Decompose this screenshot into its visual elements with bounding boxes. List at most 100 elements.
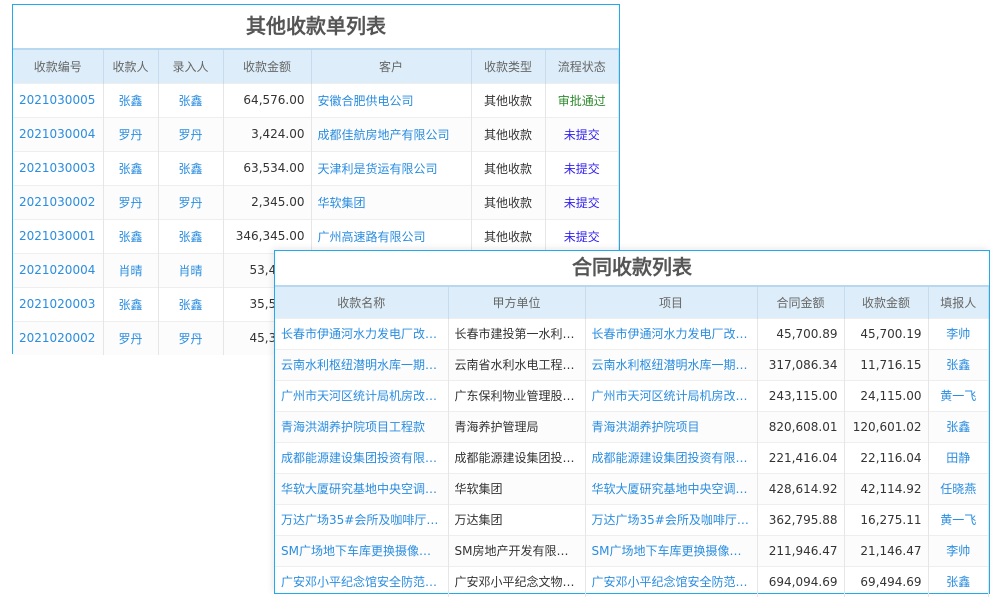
receipt-name-cell[interactable]: 成都能源建设集团投资有限公...	[275, 441, 449, 473]
table-row[interactable]: 万达广场35#会所及咖啡厅空调... 万达集团 万达广场35#会所及咖啡厅空... 3…	[275, 503, 989, 535]
receipt-name-cell[interactable]: 长春市伊通河水力发电厂改建...	[275, 317, 449, 349]
table-row[interactable]: 2021030003 张鑫 张鑫 63,534.00 天津利是货运有限公司 其他收款 未提交	[13, 150, 619, 185]
column-header[interactable]: 填报人	[928, 285, 989, 318]
receipt-id-cell[interactable]: 2021020003	[13, 286, 104, 321]
receipt-name-cell[interactable]: SM广场地下车库更换摄像机及...	[275, 534, 449, 566]
contract-amount-cell: 820,608.01	[757, 410, 845, 442]
filled-by-cell[interactable]: 张鑫	[928, 348, 989, 380]
project-cell[interactable]: SM广场地下车库更换摄像机...	[585, 534, 758, 566]
receipt-name-cell[interactable]: 万达广场35#会所及咖啡厅空调...	[275, 503, 449, 535]
table-row[interactable]: SM广场地下车库更换摄像机及... SM房地产开发有限公司 SM广场地下车库更换摄像…	[275, 534, 989, 566]
payee-cell[interactable]: 张鑫	[103, 82, 159, 117]
party-a-cell: 广安邓小平纪念文物管...	[448, 565, 586, 597]
payee-cell[interactable]: 罗丹	[103, 184, 159, 219]
project-cell[interactable]: 青海洪湖养护院项目	[585, 410, 758, 442]
received-amount-cell: 16,275.11	[844, 503, 929, 535]
project-cell[interactable]: 广州市天河区统计局机房改造...	[585, 379, 758, 411]
payee-cell[interactable]: 张鑫	[103, 286, 159, 321]
receipt-id-cell[interactable]: 2021020002	[13, 320, 104, 355]
payee-cell[interactable]: 张鑫	[103, 218, 159, 253]
received-amount-cell: 42,114.92	[844, 472, 929, 504]
filled-by-cell[interactable]: 张鑫	[928, 410, 989, 442]
receipt-name-cell[interactable]: 华软大厦研究基地中央空调系...	[275, 472, 449, 504]
amount-cell: 53,45	[223, 252, 312, 287]
table-row[interactable]: 成都能源建设集团投资有限公... 成都能源建设集团投资... 成都能源建设集团投资有…	[275, 441, 989, 473]
filled-by-cell[interactable]: 张鑫	[928, 565, 989, 597]
customer-cell[interactable]: 天津利是货运有限公司	[311, 150, 472, 185]
entered-by-cell[interactable]: 张鑫	[158, 82, 224, 117]
column-header[interactable]: 合同金额	[757, 285, 845, 318]
received-amount-cell: 120,601.02	[844, 410, 929, 442]
column-header[interactable]: 流程状态	[545, 48, 619, 83]
contract-amount-cell: 243,115.00	[757, 379, 845, 411]
column-header[interactable]: 录入人	[158, 48, 224, 83]
filled-by-cell[interactable]: 黄一飞	[928, 379, 989, 411]
party-a-cell: 长春市建投第一水利水...	[448, 317, 586, 349]
receipt-id-cell[interactable]: 2021030004	[13, 116, 104, 151]
table-row[interactable]: 云南水利枢纽潜明水库一期工... 云南省水利水电工程有... 云南水利枢纽潜明水库一…	[275, 348, 989, 380]
receipt-name-cell[interactable]: 云南水利枢纽潜明水库一期工...	[275, 348, 449, 380]
project-cell[interactable]: 广安邓小平纪念馆安全防范系...	[585, 565, 758, 597]
received-amount-cell: 22,116.04	[844, 441, 929, 473]
column-header[interactable]: 项目	[585, 285, 758, 318]
status-cell: 未提交	[545, 116, 619, 151]
project-cell[interactable]: 万达广场35#会所及咖啡厅空...	[585, 503, 758, 535]
amount-cell: 2,345.00	[223, 184, 312, 219]
customer-cell[interactable]: 华软集团	[311, 184, 472, 219]
receipt-id-cell[interactable]: 2021030001	[13, 218, 104, 253]
entered-by-cell[interactable]: 张鑫	[158, 150, 224, 185]
payee-cell[interactable]: 肖晴	[103, 252, 159, 287]
receipt-id-cell[interactable]: 2021030005	[13, 82, 104, 117]
receipt-name-cell[interactable]: 青海洪湖养护院项目工程款	[275, 410, 449, 442]
project-cell[interactable]: 长春市伊通河水力发电厂改建...	[585, 317, 758, 349]
customer-cell[interactable]: 成都佳航房地产有限公司	[311, 116, 472, 151]
entered-by-cell[interactable]: 罗丹	[158, 184, 224, 219]
payee-cell[interactable]: 罗丹	[103, 116, 159, 151]
receipt-name-cell[interactable]: 广州市天河区统计局机房改造...	[275, 379, 449, 411]
table-row[interactable]: 2021030001 张鑫 张鑫 346,345.00 广州高速路有限公司 其他收款 未提交	[13, 218, 619, 253]
project-cell[interactable]: 成都能源建设集团投资有限公...	[585, 441, 758, 473]
table-row[interactable]: 青海洪湖养护院项目工程款 青海养护管理局 青海洪湖养护院项目 820,608.01 12…	[275, 410, 989, 442]
contract-receipts-panel: 合同收款列表 收款名称 甲方单位 项目 合同金额 收款金额 填报人 长春市伊通河水力发电厂…	[274, 250, 990, 597]
entered-by-cell[interactable]: 张鑫	[158, 286, 224, 321]
receipt-id-cell[interactable]: 2021030002	[13, 184, 104, 219]
filled-by-cell[interactable]: 李帅	[928, 534, 989, 566]
column-header[interactable]: 收款类型	[471, 48, 546, 83]
contract-receipts-table: 收款名称 甲方单位 项目 合同金额 收款金额 填报人 长春市伊通河水力发电厂改建... 长春…	[275, 285, 989, 597]
payee-cell[interactable]: 张鑫	[103, 150, 159, 185]
status-cell: 未提交	[545, 150, 619, 185]
filled-by-cell[interactable]: 田静	[928, 441, 989, 473]
column-header[interactable]: 客户	[311, 48, 472, 83]
table-row[interactable]: 广安邓小平纪念馆安全防范系... 广安邓小平纪念文物管... 广安邓小平纪念馆安全防…	[275, 565, 989, 597]
customer-cell[interactable]: 广州高速路有限公司	[311, 218, 472, 253]
panel-title: 其他收款单列表	[246, 14, 386, 38]
table-row[interactable]: 2021030005 张鑫 张鑫 64,576.00 安徽合肥供电公司 其他收款 审批通过	[13, 82, 619, 117]
column-header[interactable]: 收款人	[103, 48, 159, 83]
entered-by-cell[interactable]: 罗丹	[158, 320, 224, 355]
entered-by-cell[interactable]: 罗丹	[158, 116, 224, 151]
table-row[interactable]: 长春市伊通河水力发电厂改建... 长春市建投第一水利水... 长春市伊通河水力发电厂…	[275, 317, 989, 349]
table-row[interactable]: 广州市天河区统计局机房改造... 广东保利物业管理股份... 广州市天河区统计局机房…	[275, 379, 989, 411]
table-row[interactable]: 2021030002 罗丹 罗丹 2,345.00 华软集团 其他收款 未提交	[13, 184, 619, 219]
payee-cell[interactable]: 罗丹	[103, 320, 159, 355]
column-header[interactable]: 收款编号	[13, 48, 104, 83]
filled-by-cell[interactable]: 李帅	[928, 317, 989, 349]
party-a-cell: 青海养护管理局	[448, 410, 586, 442]
receipt-name-cell[interactable]: 广安邓小平纪念馆安全防范系...	[275, 565, 449, 597]
entered-by-cell[interactable]: 张鑫	[158, 218, 224, 253]
project-cell[interactable]: 云南水利枢纽潜明水库一期工...	[585, 348, 758, 380]
entered-by-cell[interactable]: 肖晴	[158, 252, 224, 287]
project-cell[interactable]: 华软大厦研究基地中央空调系...	[585, 472, 758, 504]
customer-cell[interactable]: 安徽合肥供电公司	[311, 82, 472, 117]
column-header[interactable]: 收款金额	[844, 285, 929, 318]
filled-by-cell[interactable]: 黄一飞	[928, 503, 989, 535]
contract-amount-cell: 694,094.69	[757, 565, 845, 597]
table-row[interactable]: 2021030004 罗丹 罗丹 3,424.00 成都佳航房地产有限公司 其他收款 未提交	[13, 116, 619, 151]
filled-by-cell[interactable]: 任晓燕	[928, 472, 989, 504]
column-header[interactable]: 收款金额	[223, 48, 312, 83]
column-header[interactable]: 收款名称	[275, 285, 449, 318]
receipt-id-cell[interactable]: 2021030003	[13, 150, 104, 185]
column-header[interactable]: 甲方单位	[448, 285, 586, 318]
receipt-id-cell[interactable]: 2021020004	[13, 252, 104, 287]
table-row[interactable]: 华软大厦研究基地中央空调系... 华软集团 华软大厦研究基地中央空调系... 428,…	[275, 472, 989, 504]
